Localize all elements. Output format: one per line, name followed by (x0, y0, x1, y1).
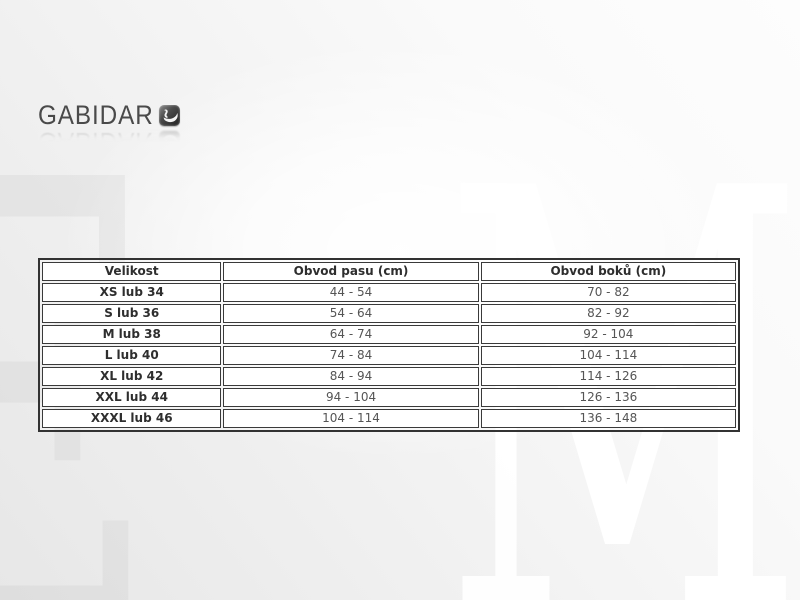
waist-cell: 84 - 94 (223, 367, 479, 386)
size-cell: XL lub 42 (42, 367, 222, 386)
logo-reflection: GABIDAR (38, 128, 180, 141)
waist-cell: 44 - 54 (223, 283, 479, 302)
logo-text: GABIDAR (38, 100, 154, 130)
hips-cell: 126 - 136 (480, 388, 736, 407)
swan-icon (158, 104, 180, 126)
size-cell: L lub 40 (42, 346, 222, 365)
column-header-hips: Obvod boků (cm) (480, 262, 736, 281)
waist-cell: 94 - 104 (223, 388, 479, 407)
table-row: M lub 38 64 - 74 92 - 104 (42, 325, 736, 344)
hips-cell: 70 - 82 (480, 283, 736, 302)
waist-cell: 104 - 114 (223, 409, 479, 428)
size-cell: XS lub 34 (42, 283, 222, 302)
table-row: XL lub 42 84 - 94 114 - 126 (42, 367, 736, 386)
waist-cell: 54 - 64 (223, 304, 479, 323)
table-row: XS lub 34 44 - 54 70 - 82 (42, 283, 736, 302)
hips-cell: 104 - 114 (480, 346, 736, 365)
waist-cell: 64 - 74 (223, 325, 479, 344)
logo-link[interactable]: GABIDAR GABIDAR (38, 101, 180, 141)
column-header-waist: Obvod pasu (cm) (223, 262, 479, 281)
table-row: L lub 40 74 - 84 104 - 114 (42, 346, 736, 365)
size-cell: M lub 38 (42, 325, 222, 344)
hips-cell: 136 - 148 (480, 409, 736, 428)
hips-cell: 82 - 92 (480, 304, 736, 323)
size-cell: S lub 36 (42, 304, 222, 323)
size-table: Velikost Obvod pasu (cm) Obvod boků (cm)… (38, 258, 740, 432)
column-header-size: Velikost (42, 262, 222, 281)
size-cell: XXXL lub 46 (42, 409, 222, 428)
table-row: XXXL lub 46 104 - 114 136 - 148 (42, 409, 736, 428)
waist-cell: 74 - 84 (223, 346, 479, 365)
table-row: S lub 36 54 - 64 82 - 92 (42, 304, 736, 323)
size-cell: XXL lub 44 (42, 388, 222, 407)
hips-cell: 92 - 104 (480, 325, 736, 344)
hips-cell: 114 - 126 (480, 367, 736, 386)
size-chart: Velikost Obvod pasu (cm) Obvod boků (cm)… (38, 258, 740, 432)
table-header-row: Velikost Obvod pasu (cm) Obvod boků (cm) (42, 262, 736, 281)
table-row: XXL lub 44 94 - 104 126 - 136 (42, 388, 736, 407)
